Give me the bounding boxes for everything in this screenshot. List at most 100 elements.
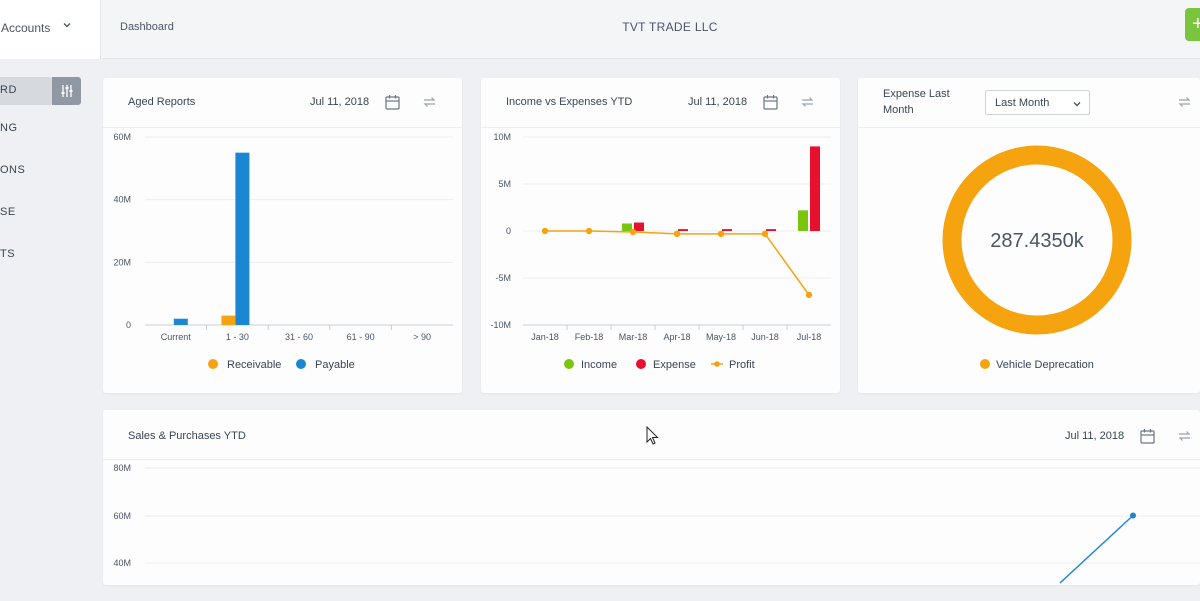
profit-line (545, 230, 810, 296)
x-tick-label: Feb-18 (575, 332, 604, 342)
card-title: Income vs Expenses YTD (506, 96, 633, 108)
y-tick-label: -10M (490, 320, 511, 330)
legend-marker (636, 359, 646, 369)
company-name: TVT TRADE LLC (622, 20, 718, 34)
calendar-icon[interactable] (763, 94, 778, 110)
accounts-switcher[interactable]: Accounts (0, 0, 101, 59)
plus-icon: + (1192, 13, 1200, 35)
bar-expense (722, 229, 732, 231)
legend-marker (714, 361, 720, 367)
profit-point (761, 230, 769, 238)
date-label: Jul 11, 2018 (310, 96, 370, 108)
aged-reports-card: Aged Reports Jul 11, 2018 60M 40M 20M 0 Curr… (103, 78, 462, 393)
legend-marker (564, 359, 574, 369)
x-tick-label: Mar-18 (619, 332, 648, 342)
expense-last-month-card: Expense Last Month Last Month 287.4350k V… (858, 78, 1200, 393)
legend-label: Profit (729, 359, 755, 371)
card-header: Income vs Expenses YTD Jul 11, 2018 (481, 78, 840, 128)
customize-dashboard-button[interactable] (52, 77, 81, 105)
expense-donut-chart: 287.4350k Vehicle Deprecation (942, 145, 1132, 371)
bar-expense (678, 229, 688, 231)
aged-reports-chart: 60M 40M 20M 0 Current 1 - 30 31 - 60 61 - 90 > 9… (113, 132, 453, 371)
legend-label: Receivable (227, 359, 281, 371)
sidebar-item-dashboard[interactable]: RD (0, 77, 52, 105)
refresh-icon[interactable] (1177, 429, 1192, 443)
add-button[interactable]: + (1185, 8, 1200, 41)
series-point (1130, 512, 1136, 519)
y-tick-label: 80M (113, 463, 131, 473)
bar-expense (634, 222, 644, 231)
card-title-line1: Expense Last (883, 88, 950, 100)
legend-label: Vehicle Deprecation (996, 359, 1094, 371)
x-tick-label: Jul-18 (797, 332, 822, 342)
card-title: Aged Reports (128, 96, 196, 108)
bar-income (798, 210, 808, 231)
profit-point (541, 227, 549, 235)
sidebar-item-purchase[interactable]: SE (0, 206, 16, 218)
x-tick-label: Jan-18 (531, 332, 559, 342)
breadcrumb[interactable]: Dashboard (120, 21, 174, 33)
period-select[interactable]: Last Month (985, 90, 1090, 115)
refresh-icon[interactable] (422, 95, 437, 109)
legend-label: Payable (315, 359, 355, 371)
x-tick-label: May-18 (706, 332, 736, 342)
legend-marker (208, 359, 218, 369)
sliders-icon (61, 85, 73, 97)
sidebar-item-transactions[interactable]: ONS (0, 164, 26, 176)
card-title: Sales & Purchases YTD (128, 430, 246, 442)
date-label: Jul 11, 2018 (688, 96, 748, 108)
top-bar: Accounts Dashboard TVT TRADE LLC + (0, 0, 1200, 59)
bar-payable (173, 318, 188, 325)
x-tick-label: 31 - 60 (285, 332, 313, 342)
profit-point (673, 230, 681, 238)
y-tick-label: 5M (498, 179, 511, 189)
bar-receivable (221, 315, 236, 325)
x-tick-label: Jun-18 (751, 332, 779, 342)
sidebar-item-banking[interactable]: NG (0, 122, 18, 134)
legend-label: Income (581, 359, 617, 371)
y-tick-label: 20M (113, 257, 131, 267)
period-select-value: Last Month (995, 97, 1050, 109)
income-expenses-card: Income vs Expenses YTD Jul 11, 2018 10M 5… (481, 78, 840, 393)
x-tick-label: > 90 (413, 332, 431, 342)
profit-point (629, 228, 637, 236)
accounts-label: Accounts (1, 21, 51, 35)
bar-expense (766, 229, 776, 231)
bar-expense (810, 146, 820, 231)
refresh-icon[interactable] (800, 95, 815, 109)
legend-label: Expense (653, 359, 696, 371)
y-tick-label: -5M (496, 273, 512, 283)
card-header: Expense Last Month Last Month (858, 78, 1200, 128)
calendar-icon[interactable] (385, 94, 400, 110)
y-tick-label: 60M (113, 132, 131, 142)
y-tick-label: 40M (113, 195, 131, 205)
y-tick-label: 10M (493, 132, 511, 142)
sales-purchases-chart: 80M 60M 40M (113, 463, 1200, 584)
donut-slice (942, 145, 1132, 335)
sidebar: RD NG ONS SE TS (0, 60, 90, 601)
profit-point (805, 291, 813, 299)
y-tick-label: 0 (506, 226, 511, 236)
x-tick-label: 61 - 90 (347, 332, 375, 342)
profit-point (717, 230, 725, 238)
chevron-down-icon (62, 19, 72, 33)
series-line (1059, 514, 1134, 584)
bar-payable (235, 152, 250, 325)
legend-marker (980, 359, 990, 369)
x-tick-label: Current (161, 332, 192, 342)
y-tick-label: 0 (126, 320, 131, 330)
card-header: Aged Reports Jul 11, 2018 (103, 78, 462, 128)
x-tick-label: Apr-18 (663, 332, 690, 342)
bar-income (622, 223, 632, 231)
sidebar-item-reports[interactable]: TS (0, 248, 16, 260)
chevron-down-icon (1073, 102, 1081, 107)
calendar-icon[interactable] (1140, 428, 1155, 444)
y-tick-label: 40M (113, 558, 131, 568)
profit-point (585, 227, 593, 235)
legend-marker (296, 359, 306, 369)
x-tick-label: 1 - 30 (226, 332, 249, 342)
card-header: Sales & Purchases YTD Jul 11, 2018 (103, 410, 1200, 460)
refresh-icon[interactable] (1177, 95, 1192, 109)
mouse-cursor-icon (646, 426, 659, 445)
sidebar-item-label: RD (0, 84, 17, 96)
